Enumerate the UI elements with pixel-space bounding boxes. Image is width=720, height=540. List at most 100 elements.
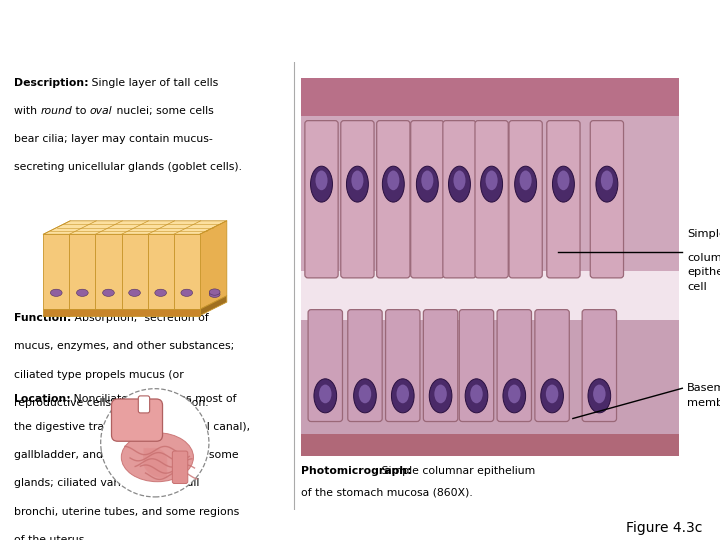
Text: Single layer of tall cells: Single layer of tall cells bbox=[89, 78, 219, 88]
FancyBboxPatch shape bbox=[348, 309, 382, 422]
Bar bbox=[43, 309, 200, 315]
Ellipse shape bbox=[557, 171, 570, 190]
Ellipse shape bbox=[387, 171, 400, 190]
Text: secreting unicellular glands (goblet cells).: secreting unicellular glands (goblet cel… bbox=[14, 163, 242, 172]
Text: Absorption;  secretion of: Absorption; secretion of bbox=[71, 313, 209, 323]
Ellipse shape bbox=[382, 166, 405, 202]
Text: bronchi, uterine tubes, and some regions: bronchi, uterine tubes, and some regions bbox=[14, 507, 239, 517]
Text: of the stomach mucosa (860X).: of the stomach mucosa (860X). bbox=[301, 488, 472, 498]
FancyBboxPatch shape bbox=[112, 399, 163, 441]
Bar bbox=[148, 234, 174, 309]
Text: bear cilia; layer may contain mucus-: bear cilia; layer may contain mucus- bbox=[14, 134, 212, 144]
Text: Function:: Function: bbox=[14, 313, 71, 323]
Ellipse shape bbox=[541, 379, 564, 413]
Ellipse shape bbox=[76, 289, 88, 296]
Ellipse shape bbox=[485, 171, 498, 190]
Ellipse shape bbox=[181, 289, 193, 296]
Text: nuclei; some cells: nuclei; some cells bbox=[112, 106, 213, 116]
Text: Description:: Description: bbox=[14, 78, 89, 88]
Ellipse shape bbox=[155, 289, 166, 296]
Text: with: with bbox=[14, 106, 40, 116]
Bar bbox=[43, 234, 69, 309]
Ellipse shape bbox=[503, 379, 526, 413]
Text: membrane: membrane bbox=[688, 398, 720, 408]
Ellipse shape bbox=[481, 166, 503, 202]
FancyBboxPatch shape bbox=[423, 309, 458, 422]
Text: of the uterus.: of the uterus. bbox=[14, 535, 87, 540]
Ellipse shape bbox=[315, 171, 328, 190]
Bar bbox=[122, 234, 148, 309]
Ellipse shape bbox=[465, 379, 488, 413]
Text: Simple: Simple bbox=[688, 228, 720, 239]
Bar bbox=[95, 234, 122, 309]
FancyBboxPatch shape bbox=[138, 396, 150, 413]
Ellipse shape bbox=[449, 166, 470, 202]
FancyBboxPatch shape bbox=[308, 309, 343, 422]
Text: cell: cell bbox=[688, 282, 707, 292]
Polygon shape bbox=[43, 221, 227, 234]
FancyBboxPatch shape bbox=[172, 451, 188, 483]
Text: to: to bbox=[72, 106, 90, 116]
Bar bbox=[301, 116, 679, 282]
FancyBboxPatch shape bbox=[459, 309, 494, 422]
Ellipse shape bbox=[520, 171, 531, 190]
Text: Simple columnar epithelium: Simple columnar epithelium bbox=[378, 466, 536, 476]
FancyBboxPatch shape bbox=[341, 120, 374, 278]
Text: the digestive tract (stomach to anal canal),: the digestive tract (stomach to anal can… bbox=[14, 422, 250, 432]
FancyBboxPatch shape bbox=[590, 120, 624, 278]
Text: reproductive cells) by ciliary action.: reproductive cells) by ciliary action. bbox=[14, 398, 208, 408]
Ellipse shape bbox=[310, 166, 333, 202]
Ellipse shape bbox=[508, 384, 521, 403]
Ellipse shape bbox=[416, 166, 438, 202]
Ellipse shape bbox=[121, 433, 194, 482]
Polygon shape bbox=[199, 296, 227, 315]
Text: columnar: columnar bbox=[688, 253, 720, 263]
FancyBboxPatch shape bbox=[582, 309, 616, 422]
Text: Location:: Location: bbox=[14, 394, 71, 404]
Bar bbox=[69, 234, 95, 309]
Ellipse shape bbox=[50, 289, 62, 296]
Ellipse shape bbox=[601, 171, 613, 190]
Text: Figure 4.3c: Figure 4.3c bbox=[626, 521, 703, 535]
Ellipse shape bbox=[314, 379, 337, 413]
Ellipse shape bbox=[434, 384, 447, 403]
FancyBboxPatch shape bbox=[386, 309, 420, 422]
Text: oval: oval bbox=[90, 106, 112, 116]
Bar bbox=[301, 271, 679, 320]
FancyBboxPatch shape bbox=[305, 120, 338, 278]
Ellipse shape bbox=[129, 289, 140, 296]
Ellipse shape bbox=[359, 384, 372, 403]
Ellipse shape bbox=[319, 384, 331, 403]
Text: gallbladder, and excretory ducts of some: gallbladder, and excretory ducts of some bbox=[14, 450, 238, 460]
FancyBboxPatch shape bbox=[443, 120, 476, 278]
Text: glands; ciliated variety lines small: glands; ciliated variety lines small bbox=[14, 478, 199, 489]
FancyBboxPatch shape bbox=[475, 120, 508, 278]
FancyBboxPatch shape bbox=[546, 120, 580, 278]
Text: Nonciliated type lines most of: Nonciliated type lines most of bbox=[71, 394, 237, 404]
Ellipse shape bbox=[392, 379, 414, 413]
Bar bbox=[301, 434, 679, 456]
Ellipse shape bbox=[596, 166, 618, 202]
FancyBboxPatch shape bbox=[509, 120, 542, 278]
Ellipse shape bbox=[210, 291, 220, 298]
Ellipse shape bbox=[421, 171, 433, 190]
Ellipse shape bbox=[429, 379, 452, 413]
Ellipse shape bbox=[470, 384, 482, 403]
FancyBboxPatch shape bbox=[497, 309, 531, 422]
Bar bbox=[174, 234, 199, 309]
Ellipse shape bbox=[515, 166, 536, 202]
Ellipse shape bbox=[593, 384, 606, 403]
Text: Basement: Basement bbox=[688, 383, 720, 393]
Text: (c)  Simple columnar epithelium: (c) Simple columnar epithelium bbox=[19, 35, 269, 49]
Bar bbox=[301, 78, 679, 116]
Ellipse shape bbox=[552, 166, 575, 202]
Ellipse shape bbox=[354, 379, 377, 413]
Polygon shape bbox=[199, 221, 227, 309]
Ellipse shape bbox=[346, 166, 369, 202]
FancyBboxPatch shape bbox=[377, 120, 410, 278]
Ellipse shape bbox=[588, 379, 611, 413]
FancyBboxPatch shape bbox=[410, 120, 444, 278]
Ellipse shape bbox=[397, 384, 409, 403]
Text: Photomicrograph:: Photomicrograph: bbox=[301, 466, 411, 476]
Ellipse shape bbox=[101, 389, 209, 497]
